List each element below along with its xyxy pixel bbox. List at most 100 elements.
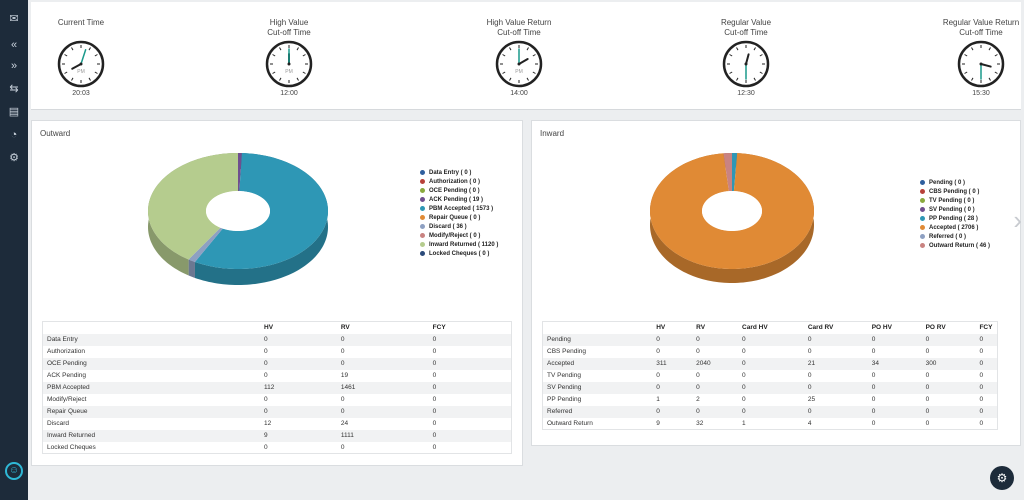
legend-label: Repair Queue ( 0 )	[429, 215, 481, 221]
legend-dot-icon	[420, 223, 425, 229]
clock-title: Regular Value Cut-off Time	[720, 18, 772, 37]
table-cell: Data Entry	[42, 333, 261, 346]
donut-slice-side	[188, 259, 195, 278]
expand-icon[interactable]: »	[10, 60, 18, 72]
table-cell: 0	[921, 333, 976, 346]
legend-item[interactable]: Authorization ( 0 )	[420, 178, 498, 187]
table-row: Modify/Reject 0 0 0	[43, 394, 512, 406]
legend-item[interactable]: Modify/Reject ( 0 )	[420, 232, 498, 241]
table-cell: 0	[803, 381, 868, 394]
table-header-cell: FCY	[975, 321, 998, 334]
table-row: CBS Pending 0 0 0 0 0 0 0	[543, 346, 998, 358]
legend-dot-icon	[420, 187, 425, 193]
table-cell: 0	[979, 348, 984, 355]
legend-dot-icon	[920, 188, 925, 194]
table-cell: Repair Queue	[42, 405, 261, 418]
settings-fab-button[interactable]: ⚙	[990, 466, 1014, 490]
table-cell: 0	[803, 405, 868, 418]
legend-item[interactable]: OCE Pending ( 0 )	[420, 187, 498, 196]
gear-icon[interactable]: ⚙	[9, 152, 19, 164]
collapse-icon[interactable]: «	[10, 39, 18, 51]
legend-item[interactable]: Accepted ( 2706 )	[920, 224, 990, 233]
clock-time: 15:30	[972, 90, 990, 97]
clock-title: High Value Cut-off Time	[267, 18, 311, 37]
clock-time: 14:00	[510, 90, 528, 97]
legend-dot-icon	[920, 197, 925, 203]
table-row: Discard 12 24 0	[43, 418, 512, 430]
table-cell: 0	[738, 381, 804, 394]
legend-item[interactable]: Locked Cheques ( 0 )	[420, 250, 498, 259]
table-cell: 0	[336, 333, 429, 346]
table-header-cell	[42, 321, 261, 334]
table-cell: 0	[975, 381, 998, 394]
table-cell: 0	[336, 405, 429, 418]
legend-label: PP Pending ( 28 )	[929, 216, 978, 222]
clock-pm-label: PM	[285, 69, 293, 75]
legend-label: Locked Cheques ( 0 )	[429, 251, 490, 257]
legend-item[interactable]: Repair Queue ( 0 )	[420, 214, 498, 223]
legend-item[interactable]: Outward Return ( 46 )	[920, 242, 990, 251]
table-cell: 19	[340, 372, 349, 379]
table-cell: 0	[696, 372, 700, 379]
legend-dot-icon	[420, 196, 425, 202]
table-header-cell: Card RV	[803, 321, 868, 334]
pie-icon[interactable]: ◔	[10, 129, 18, 141]
inward-table: HV RV Card HV Card RV PO HV PO RV FCY Pending 0 0…	[542, 321, 998, 430]
table-cell: 0	[871, 396, 876, 403]
clock-title: Regular Value Return Cut-off Time	[942, 18, 1020, 37]
legend-item[interactable]: SV Pending ( 0 )	[920, 206, 990, 215]
legend-item[interactable]: PBM Accepted ( 1573 )	[420, 205, 498, 214]
table-cell: 0	[340, 443, 345, 451]
table-cell: 2	[696, 396, 700, 403]
table-cell: 25	[807, 396, 816, 403]
outward-donut-chart	[148, 153, 328, 285]
clock-face-icon: PM	[495, 40, 543, 88]
table-cell: 0	[652, 405, 693, 418]
table-cell: 112	[260, 381, 337, 394]
legend-label: Outward Return ( 46 )	[929, 243, 991, 249]
donut-hole	[206, 191, 270, 231]
table-cell: 0	[340, 396, 345, 403]
user-profile-icon[interactable]: ☺	[5, 462, 23, 480]
legend-item[interactable]: Data Entry ( 0 )	[420, 169, 498, 178]
table-cell: 0	[428, 333, 512, 346]
table-row: Accepted 311 2040 0 21 34 300 0	[542, 357, 998, 370]
legend-item[interactable]: PP Pending ( 28 )	[920, 215, 990, 224]
outward-table: HV RV FCY Data Entry 0 0 0 Authorization 0 0 0 OCE …	[42, 321, 512, 454]
inward-panel: Inward Pending ( 0 ) CBS Pending ( 0 ) TV …	[531, 120, 1021, 446]
table-header-cell: FCY	[428, 321, 512, 334]
legend-item[interactable]: CBS Pending ( 0 )	[920, 188, 990, 197]
table-row: OCE Pending 0 0 0	[42, 357, 512, 370]
clock-face-icon	[957, 40, 1005, 88]
table-cell: 0	[871, 419, 876, 427]
next-page-chevron-icon[interactable]: ›	[1013, 205, 1022, 235]
table-cell: 0	[264, 372, 268, 379]
transfer-icon[interactable]: ⇆	[9, 83, 19, 95]
legend-item[interactable]: Pending ( 0 )	[920, 179, 990, 188]
table-cell: 24	[340, 420, 349, 427]
table-cell: 0	[428, 357, 512, 370]
table-cell: 0	[742, 372, 746, 379]
legend-item[interactable]: ACK Pending ( 19 )	[420, 196, 498, 205]
clock-time: 20:03	[72, 90, 90, 97]
table-cell: 0	[867, 405, 922, 418]
legend-item[interactable]: TV Pending ( 0 )	[920, 197, 990, 206]
legend-item[interactable]: Inward Returned ( 1120 )	[420, 241, 498, 250]
table-row: PP Pending 1 2 0 25 0 0 0	[543, 394, 998, 406]
table-cell: 0	[975, 405, 998, 418]
legend-item[interactable]: Referred ( 0 )	[920, 233, 990, 242]
table-cell: 0	[432, 420, 437, 427]
clock-widget: Current Time PM 20:03	[31, 18, 131, 97]
table-cell: 2040	[692, 357, 739, 370]
table-cell: 0	[807, 348, 812, 355]
legend-item[interactable]: Discard ( 36 )	[420, 223, 498, 232]
legend-dot-icon	[420, 214, 425, 220]
mail-icon[interactable]: ✉	[9, 13, 19, 25]
table-cell: 0	[428, 405, 512, 418]
legend-dot-icon	[920, 233, 925, 239]
table-cell: 0	[871, 372, 876, 379]
report-icon[interactable]: ▤	[8, 106, 20, 118]
table-cell: Inward Returned	[42, 429, 261, 442]
outward-legend: Data Entry ( 0 ) Authorization ( 0 ) OCE P…	[420, 169, 498, 259]
table-cell: 0	[738, 333, 804, 346]
